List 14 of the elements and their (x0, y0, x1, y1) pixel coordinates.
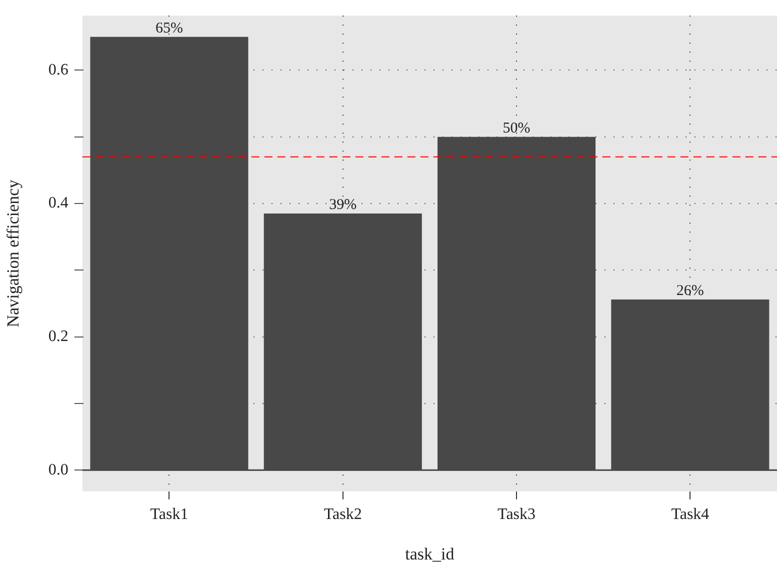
x-axis-title: task_id (405, 544, 455, 564)
x-tick-label: Task4 (671, 506, 710, 524)
x-tick-label: Task3 (498, 506, 536, 524)
y-tick-label: 0.6 (48, 61, 68, 78)
x-tick-label: Task2 (324, 506, 362, 524)
y-axis-title: Navigation efficiency (4, 179, 23, 328)
data-label: 50% (502, 120, 530, 136)
data-label: 65% (155, 20, 183, 36)
data-label: 26% (676, 282, 704, 299)
data-label: 39% (329, 196, 357, 213)
y-tick-label: 0.0 (48, 461, 68, 478)
y-tick-label: 0.2 (48, 328, 68, 345)
y-tick-label: 0.4 (48, 194, 68, 212)
x-tick-label: Task1 (150, 506, 188, 524)
